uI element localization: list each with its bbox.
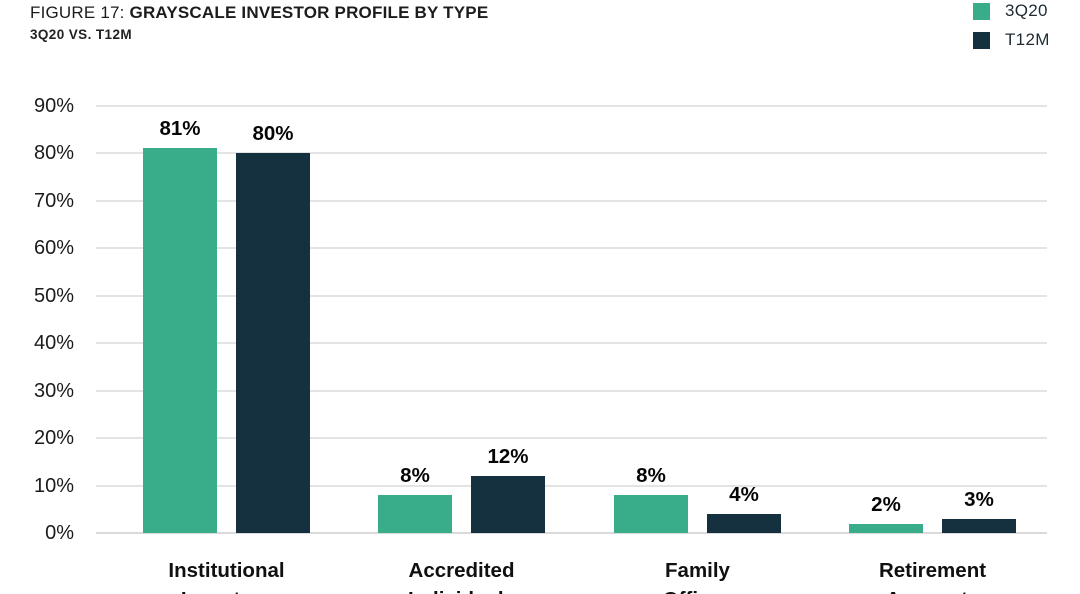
y-axis-tick-label-0: 0% xyxy=(45,522,74,544)
legend-label-3q20: 3Q20 xyxy=(1005,1,1048,20)
legend-label-t12m: T12M xyxy=(1005,30,1050,49)
bar-value-label-3q20-2: 8% xyxy=(636,464,666,487)
bar-3q20-3 xyxy=(849,523,923,533)
x-axis-category-label-line2-2: Offices xyxy=(548,588,848,594)
gridline-70 xyxy=(96,199,1047,202)
bar-value-label-t12m-0: 80% xyxy=(252,122,294,145)
y-axis-tick-label-50: 50% xyxy=(33,284,74,307)
y-axis-tick-label-80: 80% xyxy=(33,142,74,164)
legend-item-t12m: T12M xyxy=(973,30,1050,49)
gridline-60 xyxy=(96,247,1047,249)
x-axis-category-label-line2-0: Investors xyxy=(77,588,377,594)
x-axis-category-label-3: Retirement xyxy=(878,559,987,582)
bar-value-label-t12m-2: 4% xyxy=(729,483,759,506)
y-axis-tick-label-30: 30% xyxy=(33,379,74,402)
bar-value-label-3q20-3: 2% xyxy=(871,492,901,516)
x-axis-category-label-1: Accredited xyxy=(408,559,515,582)
bar-3q20-1 xyxy=(378,495,452,533)
gridline-50 xyxy=(96,294,1047,297)
gridline-20 xyxy=(96,437,1047,439)
chart-legend: 3Q20 T12M xyxy=(973,1,1050,60)
gridline-90 xyxy=(96,104,1047,107)
figure-subtitle: 3Q20 VS. T12M xyxy=(30,27,132,42)
bar-value-label-3q20-0: 81% xyxy=(159,117,201,141)
gridline-40 xyxy=(96,342,1047,344)
bar-value-label-3q20-1: 8% xyxy=(400,464,430,487)
x-axis-category-label-2: Family xyxy=(665,559,730,582)
y-axis-tick-label-70: 70% xyxy=(33,189,74,212)
bar-t12m-3 xyxy=(942,518,1016,533)
bar-t12m-1 xyxy=(471,476,545,533)
bar-value-label-t12m-3: 3% xyxy=(964,487,994,511)
legend-swatch-t12m-icon xyxy=(973,31,990,49)
y-axis-tick-label-10: 10% xyxy=(33,474,74,497)
legend-swatch-3q20-icon xyxy=(973,2,990,20)
legend-item-3q20: 3Q20 xyxy=(973,1,1050,20)
gridline-0 xyxy=(96,532,1047,534)
bar-t12m-0 xyxy=(236,153,310,533)
y-axis-tick-label-40: 40% xyxy=(33,332,74,354)
bar-3q20-2 xyxy=(614,495,688,533)
gridline-80 xyxy=(96,152,1047,154)
gridline-10 xyxy=(96,484,1047,487)
x-axis-category-label-line2-1: Individuals xyxy=(312,588,612,594)
figure-header: FIGURE 17: GRAYSCALE INVESTOR PROFILE BY… xyxy=(30,3,488,42)
figure-title-text: GRAYSCALE INVESTOR PROFILE BY TYPE xyxy=(129,3,489,22)
figure-label: FIGURE 17: xyxy=(30,3,125,22)
gridline-30 xyxy=(96,389,1047,392)
bar-value-label-t12m-1: 12% xyxy=(487,445,529,468)
y-axis-tick-label-90: 90% xyxy=(33,94,74,117)
y-axis-tick-label-60: 60% xyxy=(33,237,74,259)
x-axis-category-label-0: Institutional xyxy=(168,559,285,582)
bar-t12m-2 xyxy=(707,514,781,533)
y-axis-tick-label-20: 20% xyxy=(33,427,74,449)
x-axis-category-label-line2-3: Accounts xyxy=(783,588,1080,594)
figure-title: FIGURE 17: GRAYSCALE INVESTOR PROFILE BY… xyxy=(30,3,488,23)
bar-3q20-0 xyxy=(143,148,217,533)
